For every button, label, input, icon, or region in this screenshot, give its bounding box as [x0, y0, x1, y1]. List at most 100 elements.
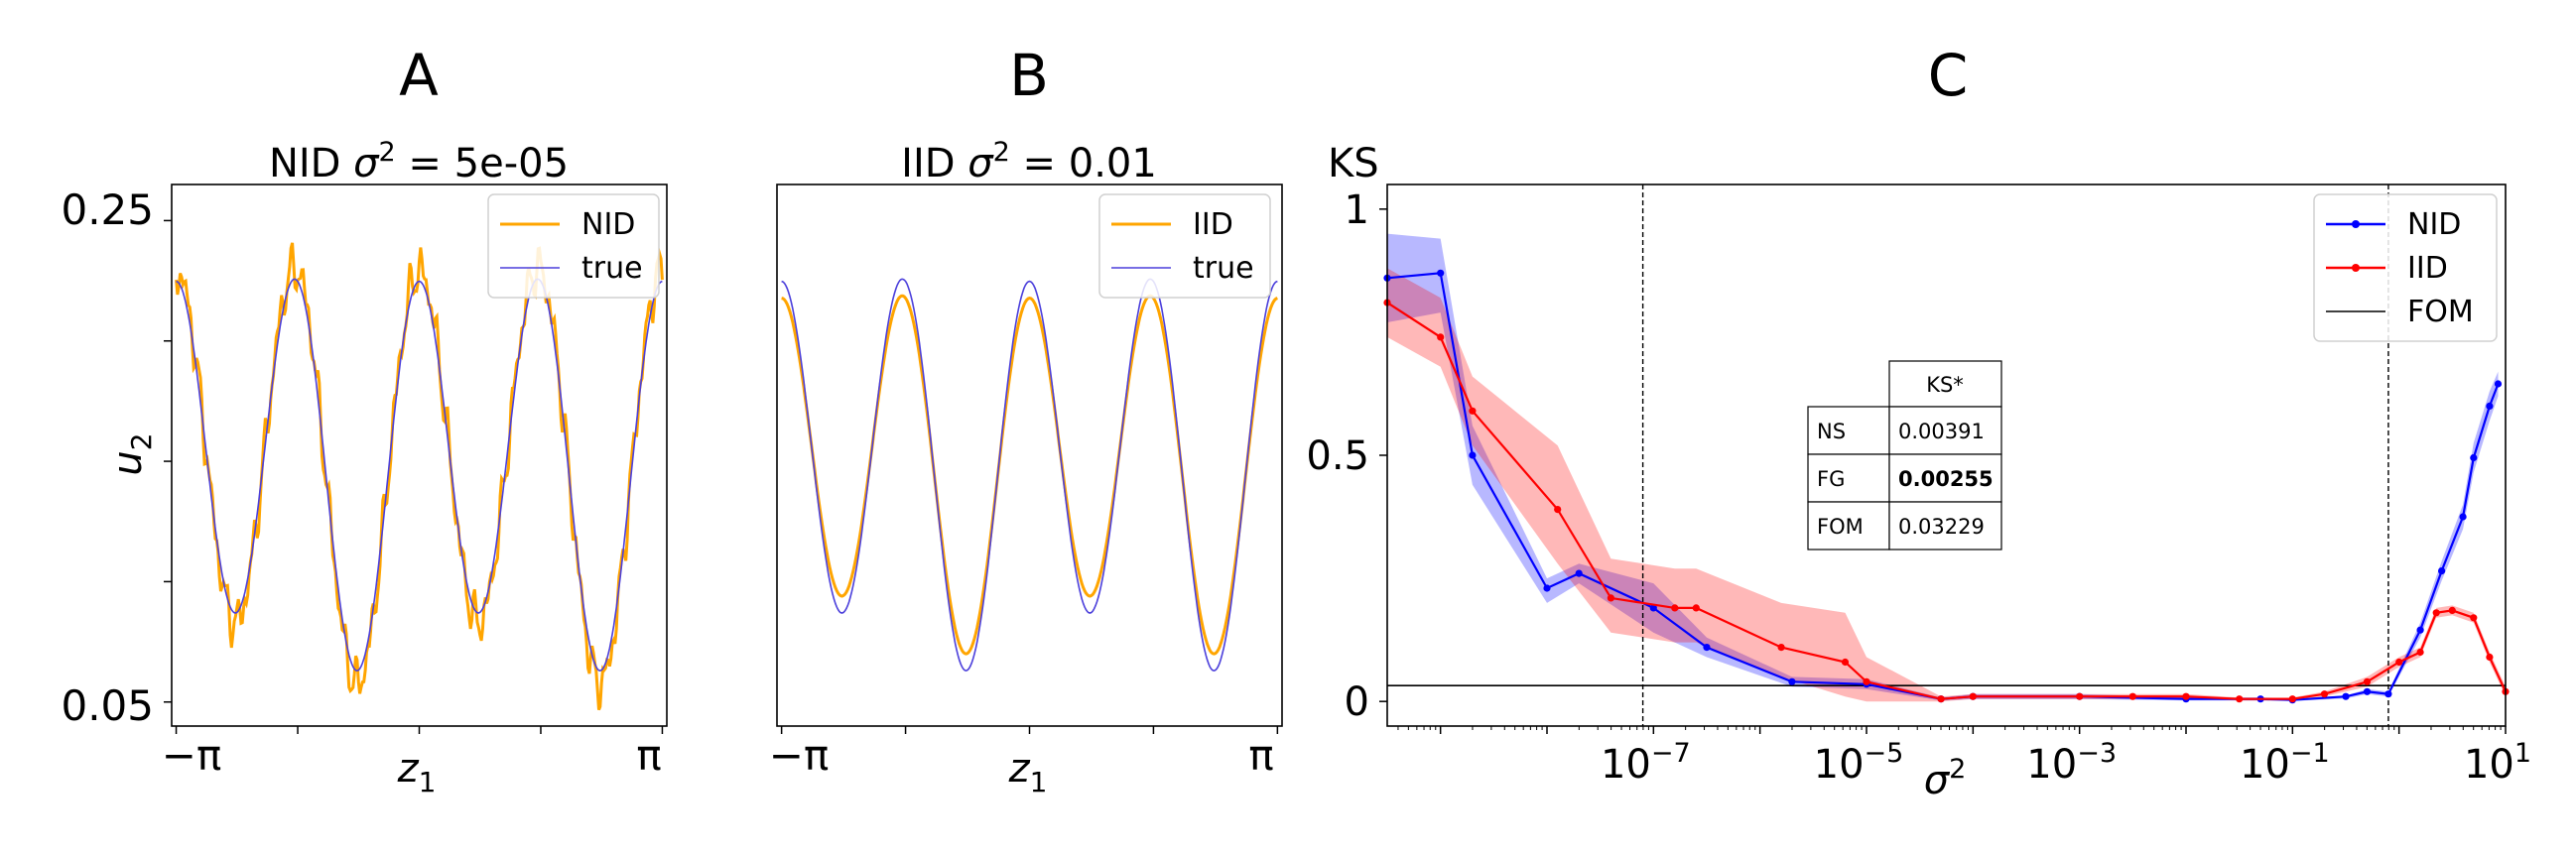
table-cell [1888, 501, 2002, 551]
table-row-value-best: 0.00255 [1898, 467, 1994, 491]
data-point-nid [2342, 692, 2350, 700]
panel-a-label: A [399, 42, 439, 109]
data-point-nid [2438, 567, 2446, 575]
data-point-iid [1554, 505, 1562, 514]
panel-c-xlabel: σ2 [1924, 754, 1967, 803]
panel-c-ticks: 0 0.5 1 10−7 10−5 10−3 10−1 101 [1306, 187, 2531, 788]
panel-b-xlabel: z1 [1008, 746, 1048, 798]
data-point-iid [2363, 677, 2372, 685]
data-point-nid [1703, 644, 1711, 652]
data-point-iid [1841, 658, 1850, 667]
data-point-nid [2470, 453, 2478, 462]
panel-c-legend-frame [2313, 193, 2498, 342]
data-point-iid [1607, 594, 1614, 602]
data-point-iid [2432, 609, 2440, 617]
panel-c-ytick-label: 0.5 [1306, 433, 1369, 479]
data-point-nid [2384, 690, 2392, 698]
panel-a-ytick-label: 0.05 [61, 681, 154, 730]
panel-a-ytick-label: 0.25 [61, 185, 154, 234]
legend-label-iid: IID [1193, 207, 1233, 242]
data-point-iid [2076, 692, 2084, 700]
panel-b-title: IID σ2 = 0.01 [901, 137, 1157, 186]
band-iid [1387, 268, 2506, 702]
data-point-iid [1969, 692, 1977, 700]
panel-c-ytick-label: 0 [1345, 679, 1369, 725]
data-point-iid [2182, 692, 2190, 700]
data-point-iid [1937, 695, 1945, 703]
data-point-nid [1575, 569, 1583, 577]
table-row-label: FG [1817, 467, 1845, 491]
legend-marker-iid [2352, 264, 2360, 272]
series-line-iid [781, 294, 1278, 656]
table-row-label: FOM [1817, 515, 1864, 539]
panel-c-xtick-label: 10−3 [2026, 738, 2117, 788]
data-point-iid [2470, 614, 2478, 622]
panel-c-label: C [1928, 42, 1969, 109]
panel-a-title: NID σ2 = 5e-05 [269, 137, 569, 186]
panel-c: C KS 0 0.5 1 10−7 10−5 10−3 10−1 101 σ2 KS* NS … [1306, 42, 2531, 803]
data-point-iid [1469, 407, 1477, 415]
series-line-true [781, 278, 1278, 673]
data-point-nid [1788, 677, 1796, 685]
panel-b: B IID σ2 = 0.01 −π π z1 IID true [769, 42, 1283, 798]
data-point-nid [1649, 604, 1657, 612]
data-point-iid [1692, 604, 1700, 612]
panel-b-axes-frame [776, 184, 1283, 727]
table-header: KS* [1926, 373, 1964, 397]
table-row-value: 0.00391 [1898, 420, 1985, 443]
table-header-cell [1888, 360, 2002, 408]
panel-c-xtick-label: 101 [2464, 738, 2531, 788]
panel-b-xtick-label: −π [769, 731, 829, 780]
panel-a-xlabel: z1 [397, 746, 437, 798]
table-row-label: NS [1817, 420, 1846, 443]
table-cell [1807, 501, 1890, 551]
panel-a-xtick-label: π [636, 731, 661, 780]
data-point-iid [1671, 604, 1679, 612]
panel-b-xtick-label: π [1248, 731, 1273, 780]
series-line-true [176, 278, 663, 673]
data-point-iid [2288, 695, 2296, 703]
panel-c-legend: NID IID FOM [2313, 193, 2498, 342]
data-point-nid [2486, 402, 2494, 410]
data-point-iid [2320, 690, 2329, 698]
panel-b-legend-frame [1098, 193, 1271, 299]
ks-table: KS* NS 0.00391 FG 0.00255 FOM 0.03229 [1807, 360, 2002, 551]
data-point-iid [2486, 653, 2494, 662]
panel-c-xtick-label: 10−7 [1601, 738, 1691, 788]
table-row-value: 0.03229 [1898, 515, 1985, 539]
panel-c-ytick-label: 1 [1345, 187, 1369, 233]
data-point-nid [1469, 451, 1477, 459]
data-point-iid [2448, 606, 2456, 615]
panel-b-legend: IID true [1098, 193, 1271, 299]
table-cell [1888, 406, 2002, 455]
series-line-iid [1386, 302, 2507, 700]
panel-a-xtick-label: −π [162, 731, 221, 780]
data-point-iid [1777, 644, 1785, 652]
legend-label-fom: FOM [2407, 295, 2474, 329]
panel-a-axes-frame [171, 184, 668, 727]
table-cell [1807, 453, 1890, 503]
panel-a-plot-area [164, 219, 664, 734]
data-point-nid [2494, 380, 2503, 388]
panel-c-ylabel: KS [1328, 141, 1379, 186]
legend-label-iid: IID [2407, 251, 2448, 286]
panel-b-label: B [1009, 42, 1049, 109]
data-point-nid [2363, 687, 2372, 695]
data-point-nid [1543, 584, 1551, 592]
legend-label-nid: NID [2407, 207, 2461, 242]
panel-c-xtick-label: 10−5 [1814, 738, 1904, 788]
data-point-nid [1437, 269, 1445, 277]
panel-b-plot-area [780, 278, 1279, 734]
legend-label-nid: NID [581, 207, 635, 242]
legend-label-true: true [581, 251, 643, 286]
data-point-iid [2236, 695, 2244, 703]
panel-c-xtick-label: 10−1 [2240, 738, 2330, 788]
data-point-iid [2416, 648, 2424, 657]
data-point-iid [2395, 658, 2403, 667]
table-cell [1888, 453, 2002, 503]
legend-marker-nid [2352, 220, 2360, 228]
panel-a-legend-frame [487, 193, 660, 299]
data-point-nid [2416, 626, 2424, 634]
panel-a: A NID σ2 = 5e-05 0.25 0.05 −π π z1 u2 NI… [61, 42, 668, 798]
